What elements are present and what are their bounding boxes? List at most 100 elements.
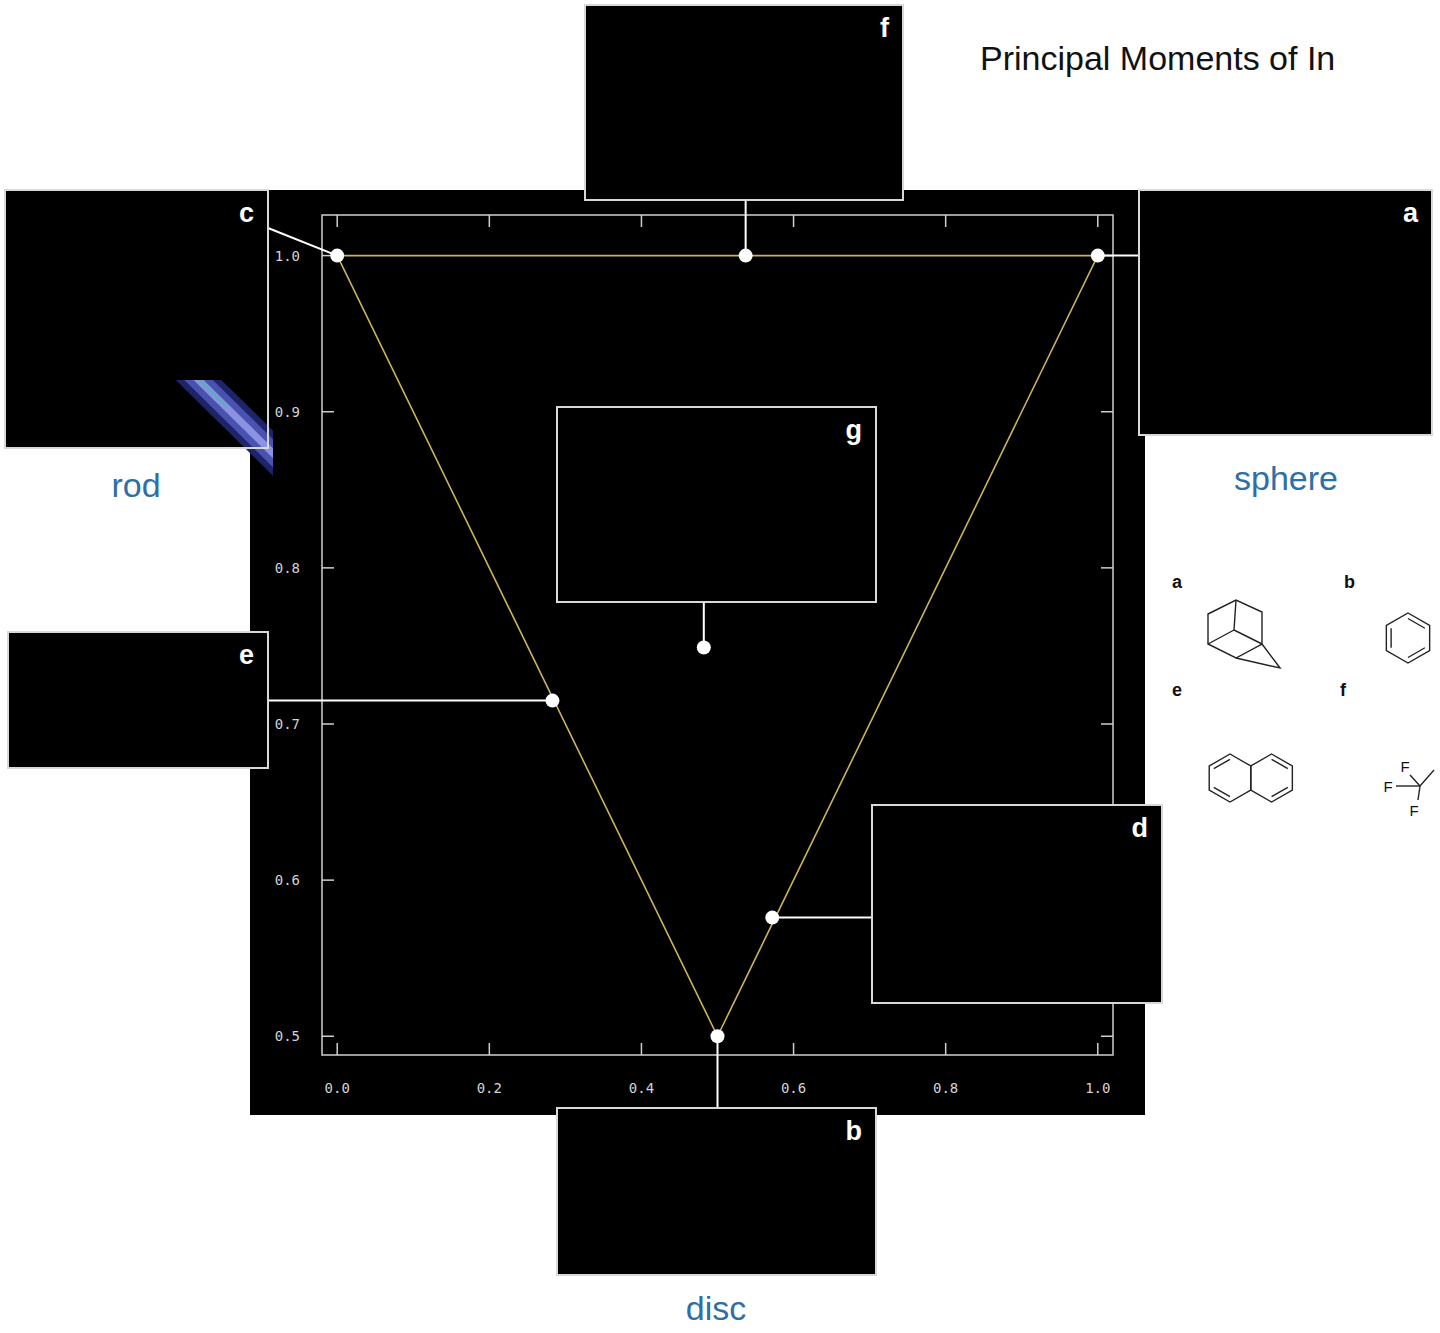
y-tick	[322, 567, 334, 569]
atom-label: F	[1383, 778, 1392, 795]
inset-border	[5, 190, 268, 448]
y-tick-label: 1.0	[275, 248, 300, 264]
structure-bond	[1272, 787, 1288, 796]
x-tick	[336, 1043, 338, 1055]
x-tick	[793, 1043, 795, 1055]
structure-bond	[1410, 775, 1420, 786]
x-tick-label: 0.8	[933, 1080, 958, 1096]
structure-label: e	[1172, 680, 1182, 700]
point-label: g	[846, 415, 863, 445]
y-tick-label: 0.9	[275, 404, 300, 420]
x-tick	[489, 1043, 491, 1055]
inset: d	[872, 774, 1165, 1036]
structure-bond	[1234, 600, 1262, 644]
figure: Principal Moments of In 0.0 0.2 0.4 0.6 0.8 1.…	[0, 0, 1440, 1333]
inset-background	[585, 5, 903, 200]
x-tick-label: 0.0	[325, 1080, 350, 1096]
structure-bond	[1214, 759, 1230, 768]
x-tick	[641, 1043, 643, 1055]
shape-annotation: rod	[111, 466, 160, 504]
x-tick-label: 0.6	[781, 1080, 806, 1096]
inset-content	[10, 380, 273, 468]
structure-bond	[1390, 628, 1391, 648]
y-tick	[1101, 567, 1113, 569]
structure-bond	[1386, 613, 1429, 663]
structure-bond	[1209, 754, 1251, 802]
inset: g	[557, 407, 876, 602]
inset-background	[8, 632, 268, 768]
structure-label: b	[1344, 572, 1355, 592]
inset-border	[585, 5, 903, 200]
molecule-bond	[45, 380, 228, 408]
atom-label: F	[1400, 758, 1409, 775]
point-label: c	[239, 198, 254, 228]
y-tick	[1101, 1036, 1113, 1038]
inset-background	[872, 805, 1162, 1003]
inset: c	[0, 170, 288, 468]
x-tick-label: 1.0	[1085, 1080, 1110, 1096]
x-tick	[1097, 215, 1099, 227]
inset: f	[585, 5, 903, 200]
y-tick	[1101, 411, 1113, 413]
inset: b	[557, 1108, 876, 1275]
structure-label: f	[1340, 680, 1347, 700]
x-tick	[945, 215, 947, 227]
y-tick	[322, 411, 334, 413]
shape-annotation: sphere	[1234, 459, 1338, 497]
point-label: a	[1403, 198, 1419, 228]
inset-border	[872, 805, 1162, 1003]
leader-line	[268, 228, 337, 256]
y-tick	[322, 1036, 334, 1038]
structure-bond	[1396, 785, 1420, 786]
x-tick-label: 0.4	[629, 1080, 654, 1096]
point-label: e	[239, 640, 254, 670]
rod-shape	[10, 380, 273, 468]
point-label: b	[846, 1116, 863, 1146]
structure-bond	[1418, 786, 1420, 800]
structure-bond	[1251, 754, 1293, 802]
point-label: d	[1132, 813, 1149, 843]
x-tick	[793, 215, 795, 227]
x-tick	[489, 215, 491, 227]
inset-background	[557, 1108, 876, 1275]
inset-border	[557, 1108, 876, 1275]
insets: c f a g e d b	[0, 5, 1432, 1275]
y-tick-label: 0.7	[275, 716, 300, 732]
y-tick-label: 0.5	[275, 1028, 300, 1044]
structure-bond	[1236, 644, 1280, 668]
y-tick-label: 0.8	[275, 560, 300, 576]
leader-line	[745, 200, 747, 256]
leader-line	[717, 1036, 719, 1108]
structure-bond	[1208, 630, 1234, 644]
inset-border	[8, 632, 268, 768]
inset-background	[1139, 190, 1432, 435]
leader-line	[772, 917, 872, 919]
y-tick	[322, 879, 334, 881]
atom-label: F	[1409, 802, 1418, 819]
structure-bond	[1272, 759, 1288, 768]
structure-bond	[1208, 600, 1262, 658]
leader-line	[703, 602, 705, 647]
shape-annotation: disc	[686, 1289, 746, 1327]
inset: e	[8, 632, 268, 768]
y-tick-label: 0.6	[275, 872, 300, 888]
y-tick	[322, 723, 334, 725]
structure-bond	[1408, 648, 1425, 658]
structure-bond	[1420, 770, 1434, 786]
structures: abefFFF	[1172, 572, 1434, 819]
structure-bond	[1214, 787, 1230, 796]
inset-border	[557, 407, 876, 602]
leader-line	[1098, 255, 1139, 257]
inset-background	[557, 407, 876, 602]
x-tick	[945, 1043, 947, 1055]
rod-shape	[10, 380, 273, 468]
rod-shape	[10, 380, 273, 468]
structure-bond	[1408, 619, 1425, 629]
x-tick	[1097, 1043, 1099, 1055]
structure-label: a	[1172, 572, 1183, 592]
inset-border	[1139, 190, 1432, 435]
leader-line	[268, 700, 552, 702]
x-tick-label: 0.2	[477, 1080, 502, 1096]
title: Principal Moments of In	[980, 39, 1335, 77]
inset: a	[1139, 190, 1432, 435]
